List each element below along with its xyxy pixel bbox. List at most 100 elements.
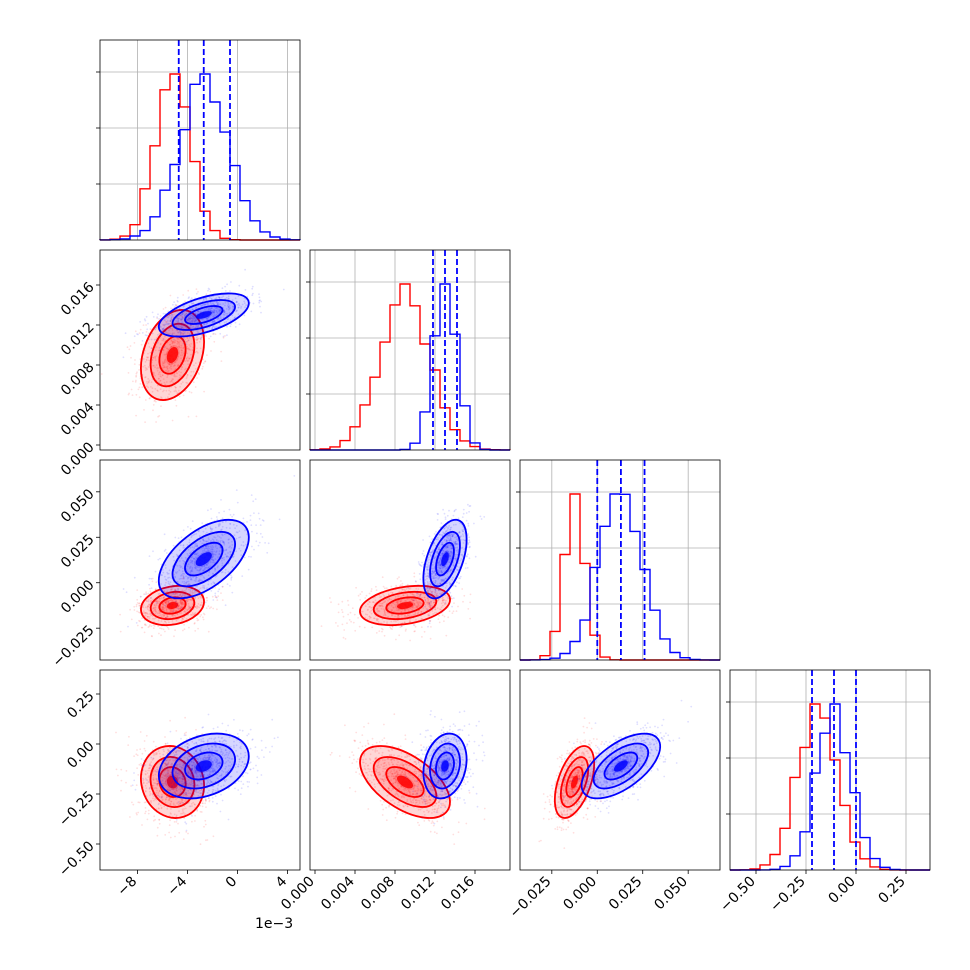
sample-point	[168, 759, 171, 762]
sample-point	[139, 328, 142, 331]
sample-point	[181, 349, 183, 352]
sample-point	[178, 769, 181, 772]
sample-point	[237, 780, 240, 782]
sample-point	[421, 552, 424, 555]
sample-point	[222, 336, 225, 339]
sample-point	[144, 369, 147, 371]
sample-point	[434, 572, 437, 575]
sample-point	[466, 567, 469, 569]
sample-point	[198, 341, 201, 343]
sample-point	[253, 548, 255, 551]
sample-point	[165, 609, 168, 611]
sample-point	[179, 607, 182, 610]
sample-point	[221, 541, 224, 544]
sample-point	[168, 363, 171, 366]
sample-point	[453, 565, 455, 567]
sample-point	[432, 572, 435, 575]
sample-point	[191, 348, 194, 351]
sample-point	[232, 308, 234, 310]
sample-point	[430, 600, 432, 603]
sample-point	[136, 767, 139, 770]
sample-point	[255, 524, 257, 526]
sample-point	[404, 614, 406, 617]
sample-point	[166, 770, 169, 772]
sample-point	[430, 626, 432, 628]
sample-point	[181, 788, 184, 790]
sample-point	[424, 584, 427, 586]
sample-point	[221, 528, 223, 531]
sample-point	[205, 547, 207, 550]
sample-point	[164, 606, 167, 608]
sample-point	[187, 347, 190, 349]
sample-point	[146, 613, 149, 615]
sample-point	[163, 550, 166, 552]
sample-point	[252, 302, 255, 305]
sample-point	[151, 793, 154, 796]
contour-line	[359, 584, 451, 627]
sample-point	[154, 782, 157, 785]
sample-point	[180, 602, 183, 604]
sample-point	[398, 615, 400, 618]
sample-point	[429, 637, 432, 640]
sample-point	[184, 734, 187, 737]
sample-point	[238, 547, 241, 550]
sample-point	[172, 789, 175, 791]
sample-point	[395, 620, 397, 623]
sample-point	[159, 557, 161, 560]
sample-point	[182, 332, 185, 335]
sample-point	[146, 772, 149, 774]
sample-point	[151, 311, 154, 314]
sample-point	[179, 773, 182, 776]
sample-point	[222, 313, 225, 316]
sample-point	[161, 608, 163, 610]
sample-point	[427, 558, 429, 561]
sample-point	[160, 620, 163, 622]
sample-point	[190, 588, 193, 590]
sample-point	[170, 345, 173, 348]
sample-point	[222, 335, 225, 338]
sample-point	[417, 604, 420, 606]
sample-point	[456, 546, 459, 549]
sample-point	[156, 597, 158, 600]
sample-point	[187, 577, 190, 579]
sample-point	[165, 610, 168, 612]
sample-point	[442, 585, 444, 588]
sample-point	[156, 600, 159, 603]
sample-point	[162, 571, 165, 574]
sample-point	[188, 782, 191, 785]
sample-point	[446, 544, 449, 547]
sample-point	[185, 357, 188, 360]
sample-point	[164, 775, 166, 778]
sample-point	[383, 614, 385, 616]
sample-point	[205, 563, 208, 566]
sample-point	[139, 748, 142, 751]
sample-point	[384, 613, 386, 616]
sample-point	[199, 337, 202, 340]
sample-point	[424, 573, 426, 575]
sample-point	[375, 617, 378, 620]
sample-point	[180, 565, 183, 568]
sample-point	[384, 600, 387, 602]
sample-point	[222, 295, 225, 297]
sample-point	[335, 622, 337, 624]
sample-point	[153, 372, 155, 374]
sample-point	[227, 304, 229, 307]
sample-point	[437, 564, 440, 567]
sample-point	[178, 549, 181, 552]
sample-point	[147, 378, 150, 380]
sample-point	[170, 362, 173, 365]
sample-point	[162, 607, 164, 610]
sample-point	[165, 774, 167, 777]
sample-point	[203, 577, 206, 580]
sample-point	[449, 557, 452, 559]
sample-point	[433, 574, 436, 577]
sample-point	[219, 309, 222, 312]
sample-point	[152, 770, 155, 773]
sample-point	[390, 605, 393, 607]
sample-point	[228, 304, 231, 307]
sample-point	[150, 761, 153, 763]
sample-point	[408, 619, 411, 622]
sample-point	[214, 545, 217, 548]
sample-point	[154, 388, 157, 390]
sample-point	[199, 329, 202, 332]
